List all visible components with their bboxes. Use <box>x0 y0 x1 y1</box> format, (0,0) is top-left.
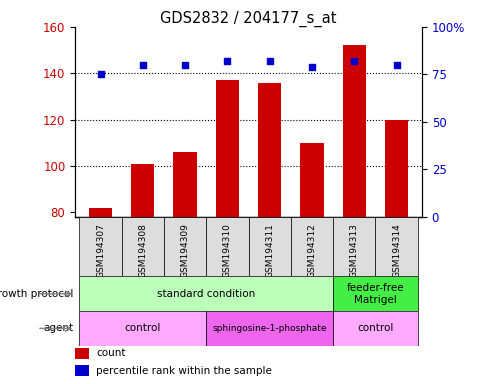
Bar <box>333 217 375 276</box>
Point <box>265 58 273 64</box>
Text: control: control <box>124 323 161 333</box>
Bar <box>79 276 333 311</box>
Bar <box>342 45 365 384</box>
Bar <box>89 208 112 384</box>
Text: percentile rank within the sample: percentile rank within the sample <box>96 366 272 376</box>
Text: GSM194313: GSM194313 <box>349 223 358 278</box>
Bar <box>79 311 206 346</box>
Text: GSM194311: GSM194311 <box>265 223 273 278</box>
Bar <box>206 311 333 346</box>
Bar <box>131 164 154 384</box>
Bar <box>206 217 248 276</box>
Text: agent: agent <box>43 323 73 333</box>
Text: GSM194309: GSM194309 <box>180 223 189 278</box>
Bar <box>75 348 89 359</box>
Point <box>307 64 315 70</box>
Point <box>349 58 357 64</box>
Bar <box>79 217 121 276</box>
Bar <box>300 143 323 384</box>
Text: GSM194310: GSM194310 <box>223 223 231 278</box>
Bar <box>121 217 164 276</box>
Bar <box>290 217 333 276</box>
Bar <box>333 276 417 311</box>
Text: GSM194312: GSM194312 <box>307 223 316 278</box>
Text: GSM194314: GSM194314 <box>391 223 400 278</box>
Text: count: count <box>96 348 125 358</box>
Text: sphingosine-1-phosphate: sphingosine-1-phosphate <box>212 324 326 333</box>
Bar <box>215 80 239 384</box>
Point <box>181 62 189 68</box>
Text: GSM194308: GSM194308 <box>138 223 147 278</box>
Text: growth protocol: growth protocol <box>0 289 73 299</box>
Text: control: control <box>357 323 393 333</box>
Point <box>392 62 400 68</box>
Point <box>96 71 104 78</box>
Bar <box>164 217 206 276</box>
Bar <box>248 217 290 276</box>
Bar <box>333 311 417 346</box>
Bar <box>257 83 281 384</box>
Text: standard condition: standard condition <box>157 289 255 299</box>
Bar <box>173 152 197 384</box>
Point <box>223 58 231 64</box>
Text: feeder-free
Matrigel: feeder-free Matrigel <box>346 283 403 305</box>
Title: GDS2832 / 204177_s_at: GDS2832 / 204177_s_at <box>160 11 336 27</box>
Text: GSM194307: GSM194307 <box>96 223 105 278</box>
Bar <box>75 365 89 376</box>
Bar <box>375 217 417 276</box>
Bar <box>384 119 408 384</box>
Point <box>139 62 147 68</box>
